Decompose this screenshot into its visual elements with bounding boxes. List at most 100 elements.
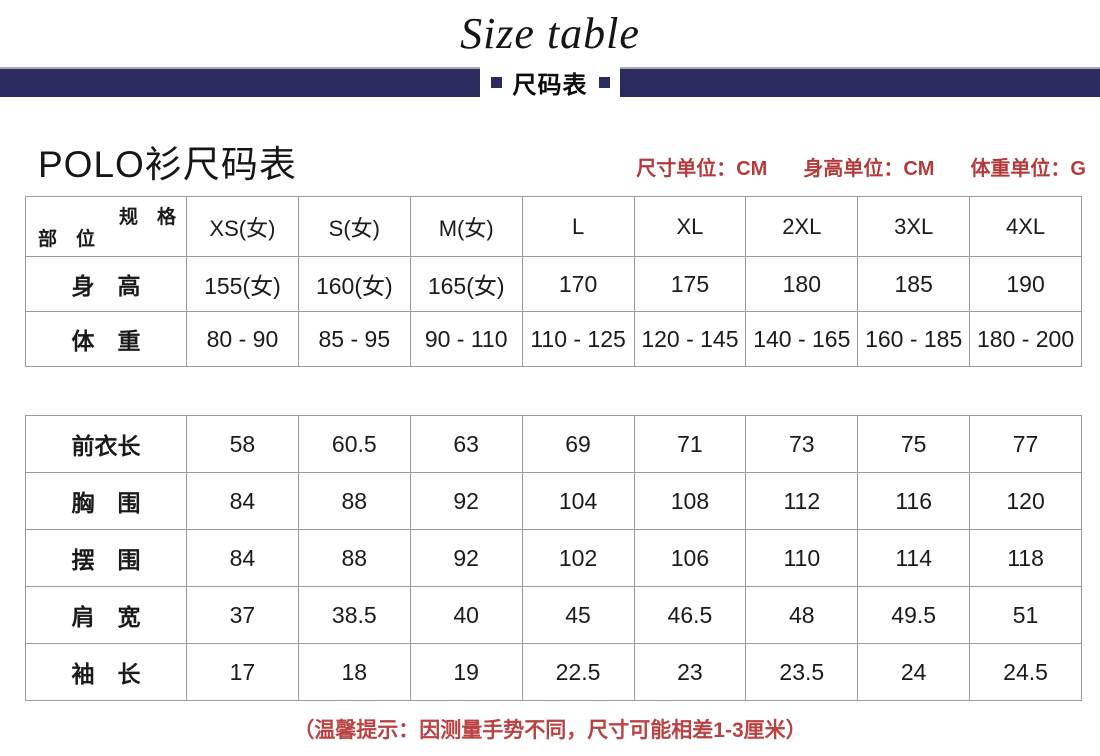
banner-bar-right [620, 67, 1100, 97]
column-header: 2XL [745, 196, 859, 257]
table-row: 胸 围 84 88 92 104 108 112 116 120 [25, 472, 1082, 530]
size-cell: 69 [521, 415, 635, 473]
size-cell: 19 [409, 643, 523, 701]
size-cell: 110 [745, 529, 859, 587]
row-label: 身 高 [25, 256, 187, 312]
size-cell: 80 - 90 [186, 311, 299, 367]
size-cell: 88 [297, 472, 411, 530]
size-cell: 120 - 145 [633, 311, 747, 367]
table-row: 袖 长 17 18 19 22.5 23 23.5 24 24.5 [25, 643, 1082, 701]
size-cell: 92 [409, 529, 523, 587]
size-cell: 90 - 110 [409, 311, 523, 367]
size-cell: 18 [297, 643, 411, 701]
size-cell: 170 [521, 256, 635, 312]
size-cell: 104 [521, 472, 635, 530]
size-cell: 45 [521, 586, 635, 644]
size-cell: 114 [857, 529, 971, 587]
table-row: 身 高 155(女) 160(女) 165(女) 170 175 180 185… [25, 256, 1082, 312]
size-cell: 51 [969, 586, 1082, 644]
size-cell: 46.5 [633, 586, 747, 644]
size-cell: 38.5 [297, 586, 411, 644]
unit-weight-label: 体重单位：G [970, 158, 1086, 180]
size-cell: 49.5 [857, 586, 971, 644]
size-cell: 63 [409, 415, 523, 473]
row-label: 体 重 [25, 311, 187, 367]
column-header: XS(女) [186, 196, 299, 257]
corner-spec-label: 规 格 [118, 207, 176, 228]
size-cell: 24.5 [969, 643, 1082, 701]
banner-label: 尺码表 [512, 71, 588, 99]
size-cell: 73 [745, 415, 859, 473]
size-cell: 24 [857, 643, 971, 701]
size-cell: 106 [633, 529, 747, 587]
size-cell: 22.5 [521, 643, 635, 701]
size-cell: 112 [745, 472, 859, 530]
size-cell: 23.5 [745, 643, 859, 701]
note: （温馨提示：因测量手势不同，尺寸可能相差1-3厘米） [293, 719, 807, 742]
size-cell: 155(女) [186, 256, 299, 312]
size-cell: 165(女) [409, 256, 523, 312]
column-header: M(女) [409, 196, 523, 257]
row-label: 摆 围 [25, 529, 187, 587]
header-row: 规 格 部 位 XS(女) S(女) M(女) L XL 2XL 3XL 4XL [25, 196, 1082, 257]
size-cell: 175 [633, 256, 747, 312]
size-cell: 180 [745, 256, 859, 312]
column-header: XL [633, 196, 747, 257]
size-cell: 23 [633, 643, 747, 701]
size-cell: 84 [186, 472, 299, 530]
corner-cell: 规 格 部 位 [25, 196, 187, 257]
size-cell: 37 [186, 586, 299, 644]
size-cell: 180 - 200 [969, 311, 1082, 367]
size-cell: 140 - 165 [745, 311, 859, 367]
row-label: 胸 围 [25, 472, 187, 530]
row-label: 肩 宽 [25, 586, 187, 644]
size-cell: 85 - 95 [297, 311, 411, 367]
size-cell: 84 [186, 529, 299, 587]
size-cell: 160 - 185 [857, 311, 971, 367]
square-bullet-icon [490, 76, 502, 88]
size-cell: 40 [409, 586, 523, 644]
size-cell: 75 [857, 415, 971, 473]
section-header: POLO衫尺码表 尺寸单位：CM 身高单位：CM 体重单位：G [38, 134, 1086, 188]
size-cell: 60.5 [297, 415, 411, 473]
table-row: 摆 围 84 88 92 102 106 110 114 118 [25, 529, 1082, 587]
size-cell: 48 [745, 586, 859, 644]
size-cell: 120 [969, 472, 1082, 530]
size-cell: 71 [633, 415, 747, 473]
table-row: 肩 宽 37 38.5 40 45 46.5 48 49.5 51 [25, 586, 1082, 644]
size-cell: 118 [969, 529, 1082, 587]
page-title: Size table [460, 9, 640, 58]
table-row: 前衣长 58 60.5 63 69 71 73 75 77 [25, 415, 1082, 473]
banner-bar-left [0, 67, 480, 97]
product-title: POLO衫尺码表 [38, 144, 297, 185]
size-cell: 77 [969, 415, 1082, 473]
banner-center: 尺码表 [480, 67, 620, 99]
size-table-top: 规 格 部 位 XS(女) S(女) M(女) L XL 2XL 3XL 4XL… [25, 196, 1082, 367]
corner-part-label: 部 位 [38, 229, 96, 250]
table-row: 体 重 80 - 90 85 - 95 90 - 110 110 - 125 1… [25, 311, 1082, 367]
size-cell: 160(女) [297, 256, 411, 312]
square-bullet-icon [598, 76, 610, 88]
column-header: 4XL [969, 196, 1082, 257]
column-header: L [521, 196, 635, 257]
row-label: 袖 长 [25, 643, 187, 701]
size-cell: 17 [186, 643, 299, 701]
size-cell: 92 [409, 472, 523, 530]
size-cell: 110 - 125 [521, 311, 635, 367]
column-header: S(女) [297, 196, 411, 257]
size-cell: 185 [857, 256, 971, 312]
size-cell: 58 [186, 415, 299, 473]
size-table-bottom: 前衣长 58 60.5 63 69 71 73 75 77 胸 围 84 88 … [25, 415, 1082, 701]
size-cell: 88 [297, 529, 411, 587]
size-cell: 108 [633, 472, 747, 530]
size-cell: 102 [521, 529, 635, 587]
unit-height-label: 身高单位：CM [803, 158, 935, 180]
units-row: 尺寸单位：CM 身高单位：CM 体重单位：G [636, 152, 1086, 188]
banner: 尺码表 [0, 67, 1100, 99]
column-header: 3XL [857, 196, 971, 257]
unit-size-label: 尺寸单位：CM [636, 158, 768, 180]
size-cell: 190 [969, 256, 1082, 312]
row-label: 前衣长 [25, 415, 187, 473]
size-cell: 116 [857, 472, 971, 530]
